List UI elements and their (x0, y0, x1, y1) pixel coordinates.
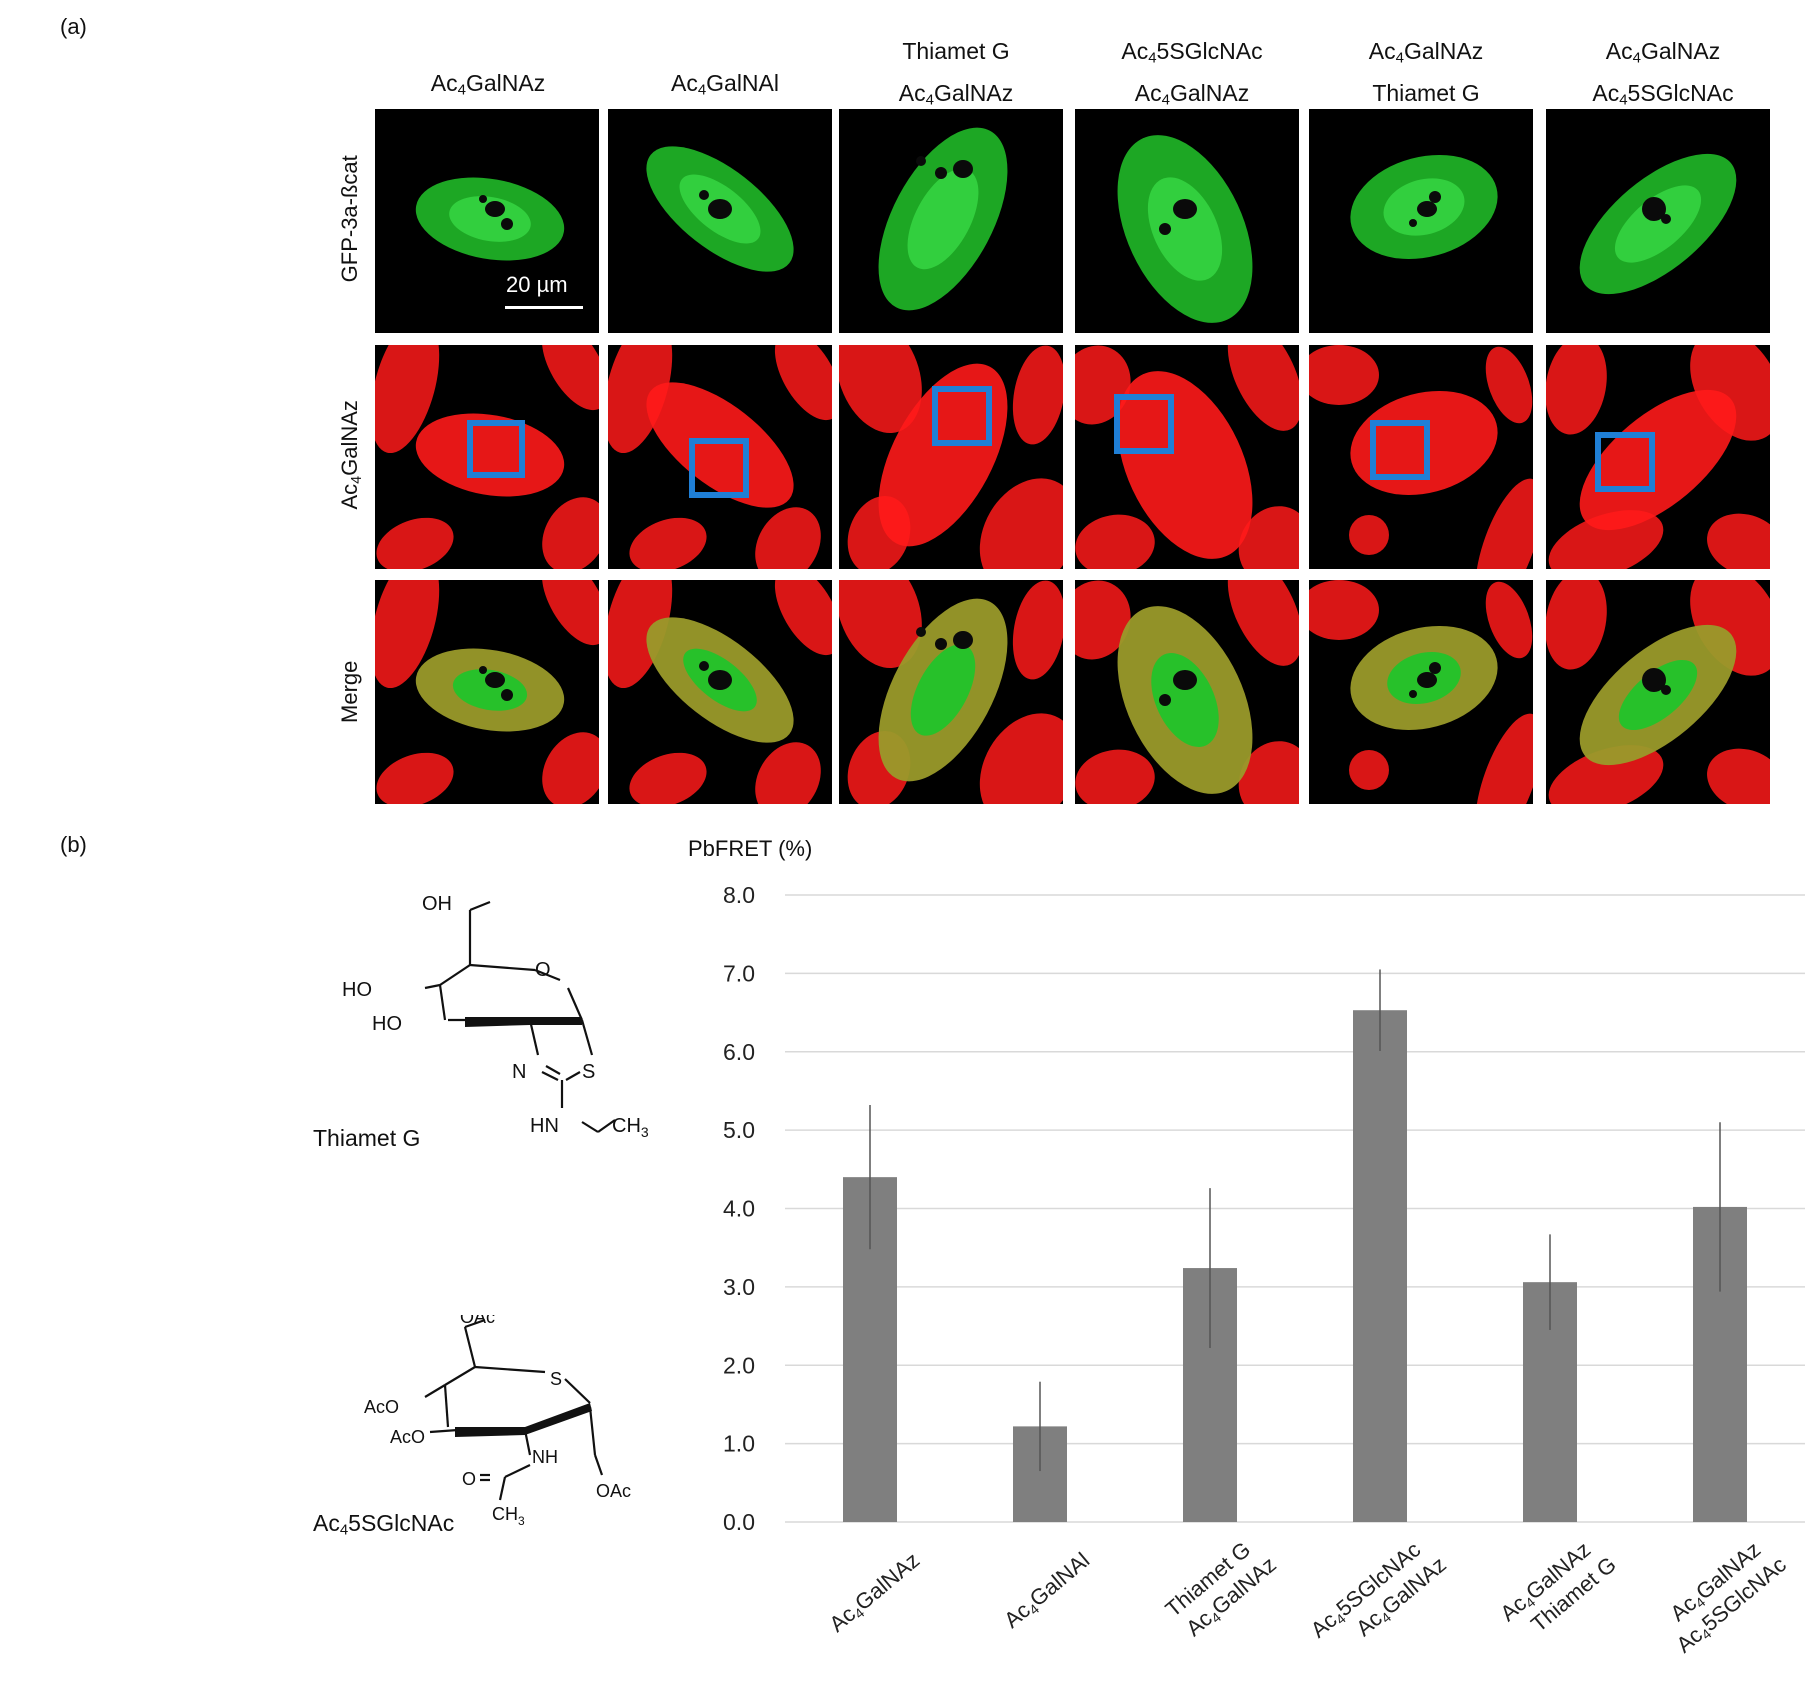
micrograph-label-5 (1306, 342, 1536, 572)
atom-nh: NH (532, 1447, 558, 1467)
y-tick-label: 1.0 (723, 1431, 755, 1457)
x-tick-label: Ac4GalNAl (999, 1547, 1095, 1634)
y-tick-label: 8.0 (723, 882, 755, 908)
atom-oac-top: OAc (460, 1315, 495, 1327)
svg-text:CH3: CH3 (492, 1504, 525, 1528)
y-tick-label: 2.0 (723, 1352, 755, 1378)
atom-aco-1: AcO (364, 1397, 399, 1417)
scale-bar (505, 306, 583, 309)
micrograph-gfp-1 (372, 106, 602, 336)
atom-oac-bottom: OAc (596, 1481, 631, 1501)
column-header: Ac4GalNAz Thiamet G (1368, 38, 1484, 106)
micrograph-gfp-3 (836, 106, 1066, 336)
micrograph-label-3 (836, 342, 1066, 572)
y-tick-label: 6.0 (723, 1039, 755, 1065)
micrograph-label-2 (605, 342, 835, 572)
atom-ch-sub: 3 (641, 1124, 649, 1140)
x-tick-label: Ac45SGlcNAcAc4GalNAz (1306, 1530, 1452, 1665)
micrograph-gfp-2 (605, 106, 835, 336)
column-header: Thiamet G Ac4GalNAz (898, 38, 1014, 109)
atom-s: S (582, 1061, 595, 1083)
y-tick-label: 3.0 (723, 1274, 755, 1300)
row-label: Merge (337, 660, 363, 723)
pbfret-bar-chart: 0.0 1.0 2.0 3.0 4.0 5.0 6.0 7.0 8.0 Ac4GalNAz Ac4G… (723, 882, 1805, 1665)
column-header: Ac4GalNAl (670, 70, 779, 99)
atom-s: S (550, 1369, 562, 1389)
svg-text:CH3: CH3 (612, 1115, 649, 1140)
micrograph-merge-3 (836, 577, 1066, 807)
micrograph-label-4 (1072, 342, 1302, 572)
atom-o: O (462, 1469, 476, 1489)
micrograph-gfp-4 (1072, 106, 1302, 336)
micrograph-merge-4 (1072, 577, 1302, 807)
y-tick-label: 7.0 (723, 960, 755, 986)
row-label: GFP-3a-ßcat (337, 155, 363, 283)
column-header: Ac4GalNAz Ac45SGlcNAc (1592, 38, 1734, 109)
atom-aco-2: AcO (390, 1427, 425, 1447)
atom-o-ring: O (535, 959, 551, 981)
panel-label-b: (b) (60, 832, 87, 857)
ac5sglcnac-structure: OAc AcO AcO S NH O CH3 OAc (364, 1315, 631, 1528)
thiamet-g-label: Thiamet G (313, 1125, 421, 1151)
thiamet-g-structure: OH HO HO O N S HN CH3 (342, 893, 649, 1140)
atom-ho-1: HO (342, 979, 372, 1001)
atom-hn: HN (530, 1115, 559, 1137)
x-tick-label: Ac4GalNAzAc45SGlcNAc (1653, 1530, 1792, 1659)
atom-ch-sub: 3 (518, 1514, 525, 1528)
panel-label-a: (a) (60, 14, 87, 39)
micrograph-merge-1 (372, 577, 602, 807)
micrograph-label-6 (1543, 342, 1773, 572)
micrograph-merge-2 (605, 577, 835, 807)
y-tick-label: 0.0 (723, 1509, 755, 1535)
column-header: Ac45SGlcNAc Ac4GalNAz (1121, 38, 1263, 109)
column-header: Ac4GalNAz (430, 70, 546, 99)
y-tick-label: 4.0 (723, 1196, 755, 1222)
atom-ch: CH (492, 1504, 518, 1524)
ac5sglcnac-label: Ac45SGlcNAc (313, 1510, 455, 1539)
micrograph-gfp-6 (1543, 106, 1773, 336)
micrograph-gfp-5 (1306, 106, 1536, 336)
micrograph-merge-6 (1543, 577, 1773, 807)
bar (1353, 1010, 1407, 1522)
micrograph-label-1 (372, 342, 602, 572)
x-tick-label: Ac4GalNAz (824, 1547, 925, 1638)
row-label: Ac4GalNAz (337, 400, 365, 510)
atom-n: N (512, 1061, 526, 1083)
y-tick-label: 5.0 (723, 1117, 755, 1143)
scale-bar-label: 20 µm (506, 272, 568, 297)
atom-ho-2: HO (372, 1013, 402, 1035)
atom-ch: CH (612, 1115, 641, 1137)
chart-ylabel: PbFRET (%) (688, 836, 813, 861)
atom-oh-top: OH (422, 893, 452, 915)
micrograph-merge-5 (1306, 577, 1536, 807)
x-tick-label: Thiamet GAc4GalNAz (1160, 1530, 1282, 1645)
x-tick-label: Ac4GalNAzThiamet G (1495, 1530, 1620, 1647)
